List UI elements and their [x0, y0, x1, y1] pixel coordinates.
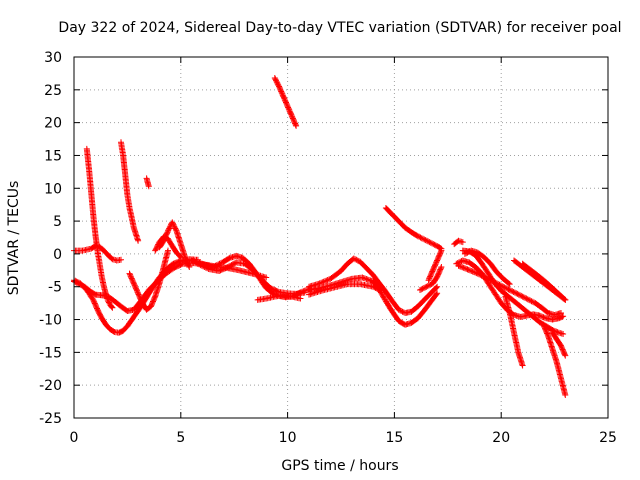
data-markers: [143, 175, 152, 190]
ticks: 0 5 10 15 20 25 -25 -20 -15 -10 -5 0 5 10 15 20 25 30: [39, 50, 617, 446]
data-markers: [459, 247, 567, 337]
series-track-c6: [425, 247, 445, 284]
data-markers: [461, 247, 513, 288]
y-tick-label: -20: [39, 378, 62, 394]
data-markers: [540, 323, 569, 398]
y-tick-label: 20: [44, 116, 62, 132]
data-markers: [306, 281, 385, 298]
series-track-a7: [143, 175, 152, 190]
y-tick-label: 0: [53, 247, 62, 263]
x-tick-label: 20: [492, 430, 510, 446]
series-track-a6: [126, 247, 171, 313]
y-tick-label: 10: [44, 181, 62, 197]
series-track-d8: [519, 260, 569, 303]
series-track-c4: [382, 205, 445, 252]
y-tick-label: 15: [44, 148, 62, 164]
y-tick-label: -5: [48, 280, 62, 296]
data-markers: [519, 260, 569, 303]
data-markers: [549, 329, 569, 359]
x-tick-label: 10: [279, 430, 297, 446]
x-tick-label: 25: [599, 430, 617, 446]
y-tick-label: 5: [53, 214, 62, 230]
data-markers: [451, 237, 466, 248]
series-track-b4: [271, 75, 300, 129]
x-tick-label: 5: [176, 430, 185, 446]
series-track-c1: [306, 255, 441, 316]
plot-frame: [73, 56, 609, 419]
data-markers: [382, 205, 445, 252]
grid: [74, 57, 608, 418]
x-tick-label: 15: [385, 430, 403, 446]
chart-title: Day 322 of 2024, Sidereal Day-to-day VTE…: [58, 20, 621, 36]
series-track-a4: [83, 145, 116, 311]
data-markers: [306, 255, 441, 316]
y-tick-label: 25: [44, 83, 62, 99]
data-markers: [83, 145, 116, 311]
x-axis-label: GPS time / hours: [281, 458, 398, 474]
y-tick-label: 30: [44, 50, 62, 66]
series-track-d10: [549, 329, 569, 359]
data-markers: [118, 139, 142, 244]
series-track-d5: [461, 247, 513, 288]
series-track-d6: [502, 293, 526, 369]
data-markers: [126, 247, 171, 313]
data-markers: [254, 292, 304, 303]
series-track-c5: [417, 264, 445, 293]
data-markers: [417, 264, 445, 293]
series-track-a5: [118, 139, 142, 244]
data-markers: [271, 75, 300, 129]
y-tick-label: -10: [39, 313, 62, 329]
series-track-d4: [459, 247, 567, 337]
y-tick-label: -25: [39, 411, 62, 427]
data-markers: [152, 233, 184, 261]
series-track-d1: [451, 237, 466, 248]
data-markers: [425, 247, 445, 284]
data-markers: [502, 293, 526, 369]
x-tick-label: 0: [70, 430, 79, 446]
series-track-b3: [254, 292, 304, 303]
series-track-d9: [540, 323, 569, 398]
series-track-a9: [152, 233, 184, 261]
y-axis-label: SDTVAR / TECUs: [6, 181, 22, 296]
series-track-c3: [306, 281, 385, 298]
y-tick-label: -15: [39, 345, 62, 361]
